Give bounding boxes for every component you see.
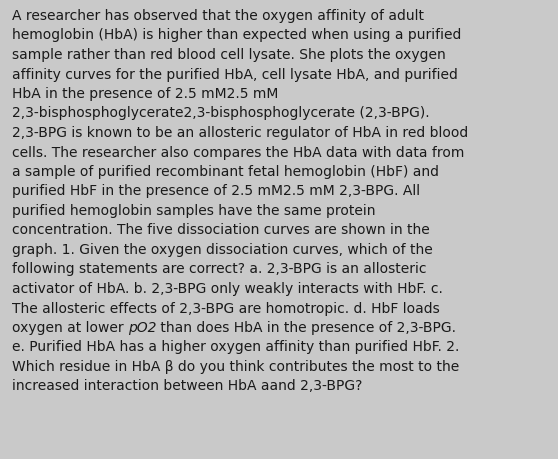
Text: oxygen at lower: oxygen at lower	[12, 320, 128, 334]
Text: affinity curves for the purified HbA, cell lysate HbA, and purified: affinity curves for the purified HbA, ce…	[12, 67, 458, 81]
Text: HbA in the presence of 2.5 mM2.5 mM: HbA in the presence of 2.5 mM2.5 mM	[12, 87, 278, 101]
Text: pO2: pO2	[128, 320, 156, 334]
Text: increased interaction between HbA aand 2,3-BPG?: increased interaction between HbA aand 2…	[12, 379, 362, 392]
Text: e. Purified HbA has a higher oxygen affinity than purified HbF. 2.: e. Purified HbA has a higher oxygen affi…	[12, 340, 459, 354]
Text: following statements are correct? a. 2,3-BPG is an allosteric: following statements are correct? a. 2,3…	[12, 262, 426, 276]
Text: hemoglobin (HbA) is higher than expected when using a purified: hemoglobin (HbA) is higher than expected…	[12, 28, 461, 42]
Text: The allosteric effects of 2,3-BPG are homotropic. d. HbF loads: The allosteric effects of 2,3-BPG are ho…	[12, 301, 440, 315]
Text: cells. The researcher also compares the HbA data with data from: cells. The researcher also compares the …	[12, 145, 464, 159]
Text: a sample of purified recombinant fetal hemoglobin (HbF) and: a sample of purified recombinant fetal h…	[12, 165, 439, 179]
Text: sample rather than red blood cell lysate. She plots the oxygen: sample rather than red blood cell lysate…	[12, 48, 446, 62]
Text: Which residue in HbA β do you think contributes the most to the: Which residue in HbA β do you think cont…	[12, 359, 459, 373]
Text: than does HbA in the presence of 2,3-BPG.: than does HbA in the presence of 2,3-BPG…	[156, 320, 456, 334]
Text: A researcher has observed that the oxygen affinity of adult: A researcher has observed that the oxyge…	[12, 9, 424, 23]
Text: 2,3-BPG is known to be an allosteric regulator of HbA in red blood: 2,3-BPG is known to be an allosteric reg…	[12, 126, 468, 140]
Text: purified HbF in the presence of 2.5 mM2.5 mM 2,3-BPG. All: purified HbF in the presence of 2.5 mM2.…	[12, 184, 420, 198]
Text: concentration. The five dissociation curves are shown in the: concentration. The five dissociation cur…	[12, 223, 430, 237]
Text: purified hemoglobin samples have the same protein: purified hemoglobin samples have the sam…	[12, 203, 376, 218]
Text: 2,3-bisphosphoglycerate2,3-bisphosphoglycerate (2,3-BPG).: 2,3-bisphosphoglycerate2,3-bisphosphogly…	[12, 106, 430, 120]
Text: activator of HbA. b. 2,3-BPG only weakly interacts with HbF. c.: activator of HbA. b. 2,3-BPG only weakly…	[12, 281, 443, 295]
Text: graph. 1. Given the oxygen dissociation curves, which of the: graph. 1. Given the oxygen dissociation …	[12, 242, 433, 257]
